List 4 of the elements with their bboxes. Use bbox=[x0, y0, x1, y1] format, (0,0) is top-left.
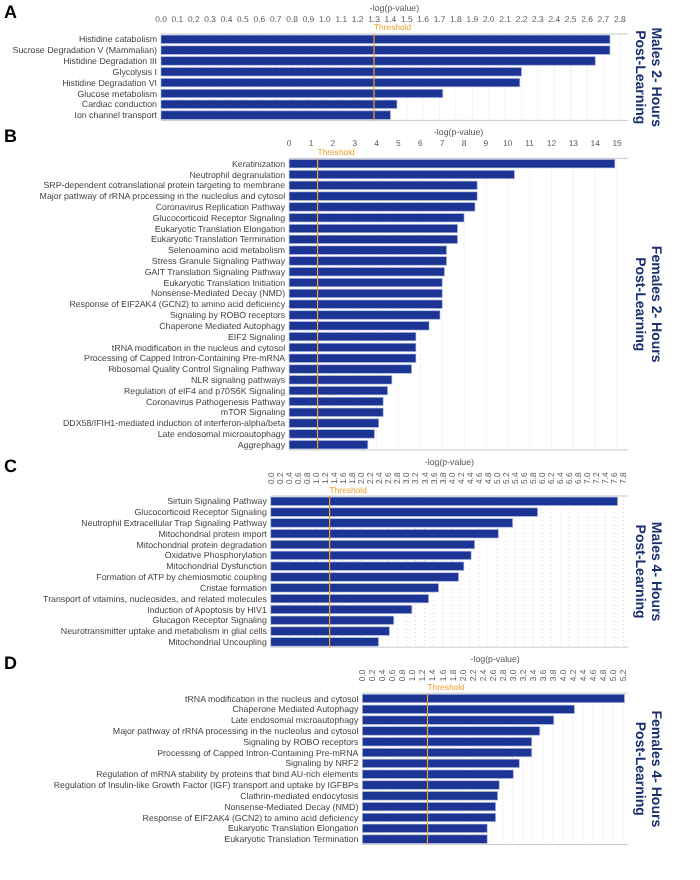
text: B bbox=[4, 126, 18, 147]
text: C bbox=[4, 456, 18, 476]
text: D bbox=[4, 653, 18, 674]
text: A bbox=[4, 2, 18, 22]
